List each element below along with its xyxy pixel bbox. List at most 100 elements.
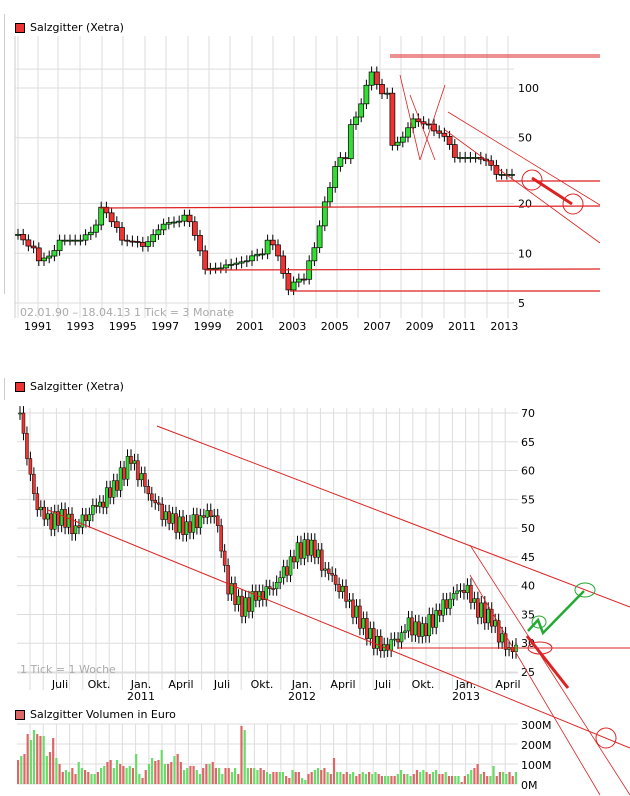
candle	[493, 165, 500, 175]
candle	[243, 260, 250, 263]
volume-bar	[106, 762, 109, 784]
candle	[389, 92, 396, 146]
volume-bar	[246, 768, 249, 784]
volume-bar	[403, 774, 406, 784]
candle	[509, 174, 515, 176]
volume-bar	[294, 772, 297, 784]
candle	[45, 513, 50, 520]
candle	[35, 247, 42, 262]
y-tick-label: 100M	[521, 759, 552, 772]
volume-bar	[125, 768, 128, 784]
volume-bar	[498, 772, 502, 784]
volume-bar	[243, 730, 246, 784]
candle	[80, 514, 85, 528]
volume-bar	[508, 772, 511, 784]
top-chart-title: Salzgitter (Xetra)	[30, 21, 124, 34]
volume-bar	[227, 768, 230, 784]
candle	[476, 598, 480, 618]
volume-bar	[87, 772, 90, 784]
candle	[46, 255, 53, 259]
candle	[351, 599, 355, 618]
candle	[451, 593, 456, 600]
candle	[39, 506, 43, 511]
candle	[413, 621, 418, 636]
candle	[483, 602, 487, 624]
volume-bar	[80, 768, 84, 784]
volume-bar	[428, 774, 431, 784]
candle	[353, 116, 359, 126]
candle	[448, 598, 452, 609]
candle	[205, 510, 210, 518]
volume-bar	[119, 764, 122, 784]
volume-bar	[460, 782, 463, 784]
candle	[311, 247, 318, 262]
volume-bar	[454, 776, 457, 784]
x-tick-label: 1991	[24, 320, 52, 333]
candle	[313, 539, 317, 558]
candle	[202, 515, 206, 518]
candle	[77, 525, 81, 528]
candle	[18, 412, 22, 415]
volume-bar	[297, 772, 301, 784]
volume-bar	[486, 776, 489, 784]
candle	[389, 639, 393, 651]
volume-bar	[339, 772, 342, 784]
volume-bar	[281, 772, 285, 784]
volume-bar	[58, 764, 61, 784]
volume-bar	[189, 766, 192, 784]
volume-bar	[135, 754, 138, 784]
volume-bar	[90, 774, 93, 784]
x-tick-label: Juli	[213, 678, 230, 691]
candle	[309, 539, 314, 556]
support-line-20	[99, 205, 601, 209]
volume-bar	[198, 774, 202, 784]
volume-bar	[345, 772, 348, 784]
candle	[176, 220, 183, 223]
x-tick-label: Jan.	[455, 678, 476, 691]
candle	[441, 599, 445, 616]
candle	[372, 628, 376, 649]
volume-bar	[259, 768, 262, 784]
candle	[399, 632, 404, 643]
candle	[156, 502, 161, 505]
candle	[153, 500, 158, 504]
candle	[15, 234, 21, 236]
bottom-chart-legend: Salzgitter (Xetra)	[15, 380, 124, 393]
volume-bar	[32, 730, 36, 784]
volume-bar	[84, 770, 87, 784]
candle	[250, 591, 255, 612]
candle	[207, 268, 214, 270]
candle	[285, 566, 289, 576]
candle	[233, 262, 240, 265]
x-tick-label: 2003	[278, 320, 306, 333]
candle	[103, 206, 110, 214]
volume-bar	[221, 774, 224, 784]
volume-bar	[192, 766, 195, 784]
volume-bar	[64, 770, 68, 784]
channel-upper	[447, 111, 601, 206]
candle	[118, 467, 123, 491]
x-tick-label: April	[330, 678, 355, 691]
volume-bar	[208, 764, 211, 784]
candle	[375, 635, 380, 649]
sub-channel-lower	[469, 574, 601, 796]
candle	[238, 261, 245, 264]
candle	[347, 599, 352, 602]
candle	[320, 549, 324, 571]
candle	[94, 505, 99, 507]
bearish-projection-arrow	[525, 635, 570, 689]
y-tick-label: 20	[518, 198, 532, 211]
x-tick-label: Juli	[51, 678, 68, 691]
y-tick-label: 200M	[521, 739, 552, 752]
candle	[163, 511, 168, 520]
volume-bar	[329, 774, 332, 784]
candle	[136, 460, 140, 481]
volume-bar	[71, 768, 74, 784]
candle	[191, 514, 196, 533]
candle	[42, 506, 47, 520]
candle	[420, 623, 425, 637]
candle	[333, 574, 338, 585]
candle	[264, 586, 269, 600]
candle	[441, 132, 448, 137]
